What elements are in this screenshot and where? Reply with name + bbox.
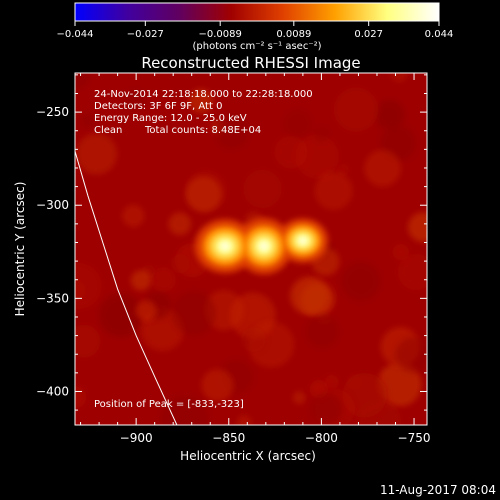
footer-date: 11-Aug-2017 08:04 (380, 483, 496, 497)
annotation-energy-range: Energy Range: 12.0 - 25.0 keV (94, 113, 247, 124)
colorbar-tick-label: −0.027 (127, 29, 164, 40)
noise-blob (188, 88, 214, 114)
noise-blob (408, 212, 427, 242)
noise-blob (374, 99, 405, 130)
flare-source (259, 241, 269, 251)
image-noise (75, 73, 427, 425)
noise-blob (364, 149, 401, 187)
annotation-detectors: Detectors: 3F 6F 9F, Att 0 (94, 101, 222, 112)
colorbar-ticks: −0.044 −0.027 −0.0089 0.0089 0.027 0.044 (56, 21, 453, 40)
noise-blob (283, 109, 312, 139)
colorbar-tick-label: 0.044 (425, 29, 454, 40)
noise-blob (313, 126, 330, 143)
y-axis-label: Heliocentric Y (arcsec) (13, 182, 27, 317)
x-tick-label: −900 (120, 431, 153, 445)
y-tick-label: −300 (36, 198, 69, 212)
y-tick-label: −250 (36, 105, 69, 119)
noise-blob (333, 87, 379, 133)
noise-blob (124, 89, 146, 112)
noise-blob (309, 379, 329, 399)
noise-blob (310, 393, 343, 425)
x-axis-label: Heliocentric X (arcsec) (180, 449, 316, 463)
noise-blob (305, 314, 340, 349)
noise-blob (170, 254, 190, 274)
noise-blob (214, 113, 251, 150)
noise-blob (201, 369, 234, 402)
y-tick-label: −350 (36, 291, 69, 305)
noise-blob (130, 270, 152, 291)
noise-blob (395, 337, 427, 373)
chart-title: Reconstructed RHESSI Image (141, 54, 360, 72)
plot-frame (74, 72, 428, 426)
noise-blob (390, 73, 408, 82)
annotation-total-counts: Total counts: 8.48E+04 (144, 125, 261, 136)
colorbar-tick-label: −0.0089 (198, 29, 241, 40)
noise-blob (151, 267, 176, 292)
colorbar-tick-label: 0.0089 (276, 29, 311, 40)
colorbar-tick-label: 0.027 (354, 29, 383, 40)
annotation-peak-position: Position of Peak = [-833,-323] (94, 399, 244, 410)
noise-blob (160, 396, 209, 425)
plot-area: −900 −850 −800 −750 −250 −300 −350 −400 (36, 72, 431, 445)
noise-blob (75, 324, 101, 359)
noise-blob (75, 262, 102, 309)
noise-blob (80, 113, 96, 129)
flare-source (298, 237, 307, 245)
noise-blob (392, 243, 409, 261)
noise-blob (185, 176, 222, 213)
noise-blob (289, 276, 329, 315)
noise-blob (292, 391, 306, 404)
colorbar-tick-label: −0.044 (56, 29, 93, 40)
axis-ticks: −900 −850 −800 −750 −250 −300 −350 −400 (36, 73, 431, 445)
annotation-time-range: 24-Nov-2014 22:18:18.000 to 22:28:18.000 (94, 89, 313, 100)
noise-blob (274, 135, 308, 169)
x-tick-label: −750 (398, 431, 431, 445)
noise-blob (341, 261, 381, 301)
noise-blob (75, 73, 90, 89)
flare-source (220, 241, 230, 251)
x-tick-label: −800 (305, 431, 338, 445)
noise-blob (397, 253, 427, 291)
noise-blob (168, 212, 192, 236)
noise-blob (75, 133, 118, 175)
noise-blob (98, 293, 144, 338)
y-tick-label: −400 (36, 384, 69, 398)
colorbar-unit-label: (photons cm⁻² s⁻¹ asec⁻²) (192, 41, 321, 52)
noise-blob (172, 291, 216, 336)
noise-blob (240, 326, 266, 353)
colorbar: −0.044 −0.027 −0.0089 0.0089 0.027 0.044 (pho… (56, 2, 453, 52)
colorbar-ramp (74, 2, 440, 22)
noise-blob (377, 362, 422, 407)
info-annotations: 24-Nov-2014 22:18:18.000 to 22:28:18.000… (94, 89, 313, 410)
annotation-algorithm: Clean (94, 125, 122, 136)
noise-blob (314, 171, 353, 210)
flare-sources (194, 218, 329, 275)
noise-blob (135, 300, 157, 321)
x-tick-label: −850 (212, 431, 245, 445)
noise-blob (242, 169, 283, 209)
noise-blob (236, 415, 252, 425)
noise-blob (324, 374, 339, 390)
noise-blob (122, 204, 145, 227)
solar-limb-line (75, 151, 178, 425)
